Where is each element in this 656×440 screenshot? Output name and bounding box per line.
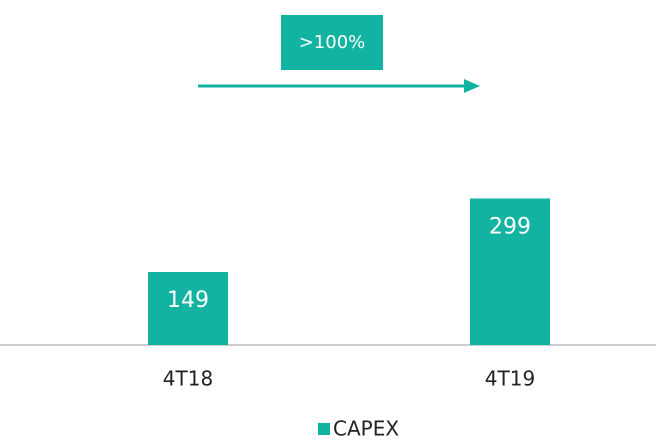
x-tick-label: 4T18: [163, 367, 213, 391]
arrow-head: [464, 79, 480, 93]
x-tick-label: 4T19: [485, 367, 535, 391]
annotation-box: [281, 15, 383, 70]
bar: [148, 271, 228, 345]
value-label: 299: [489, 214, 531, 239]
annotation: >100%: [299, 32, 366, 53]
legend-label: CAPEX: [333, 417, 399, 440]
bar: [470, 198, 550, 345]
value-label: 149: [167, 288, 209, 313]
legend-swatch: [318, 423, 330, 435]
